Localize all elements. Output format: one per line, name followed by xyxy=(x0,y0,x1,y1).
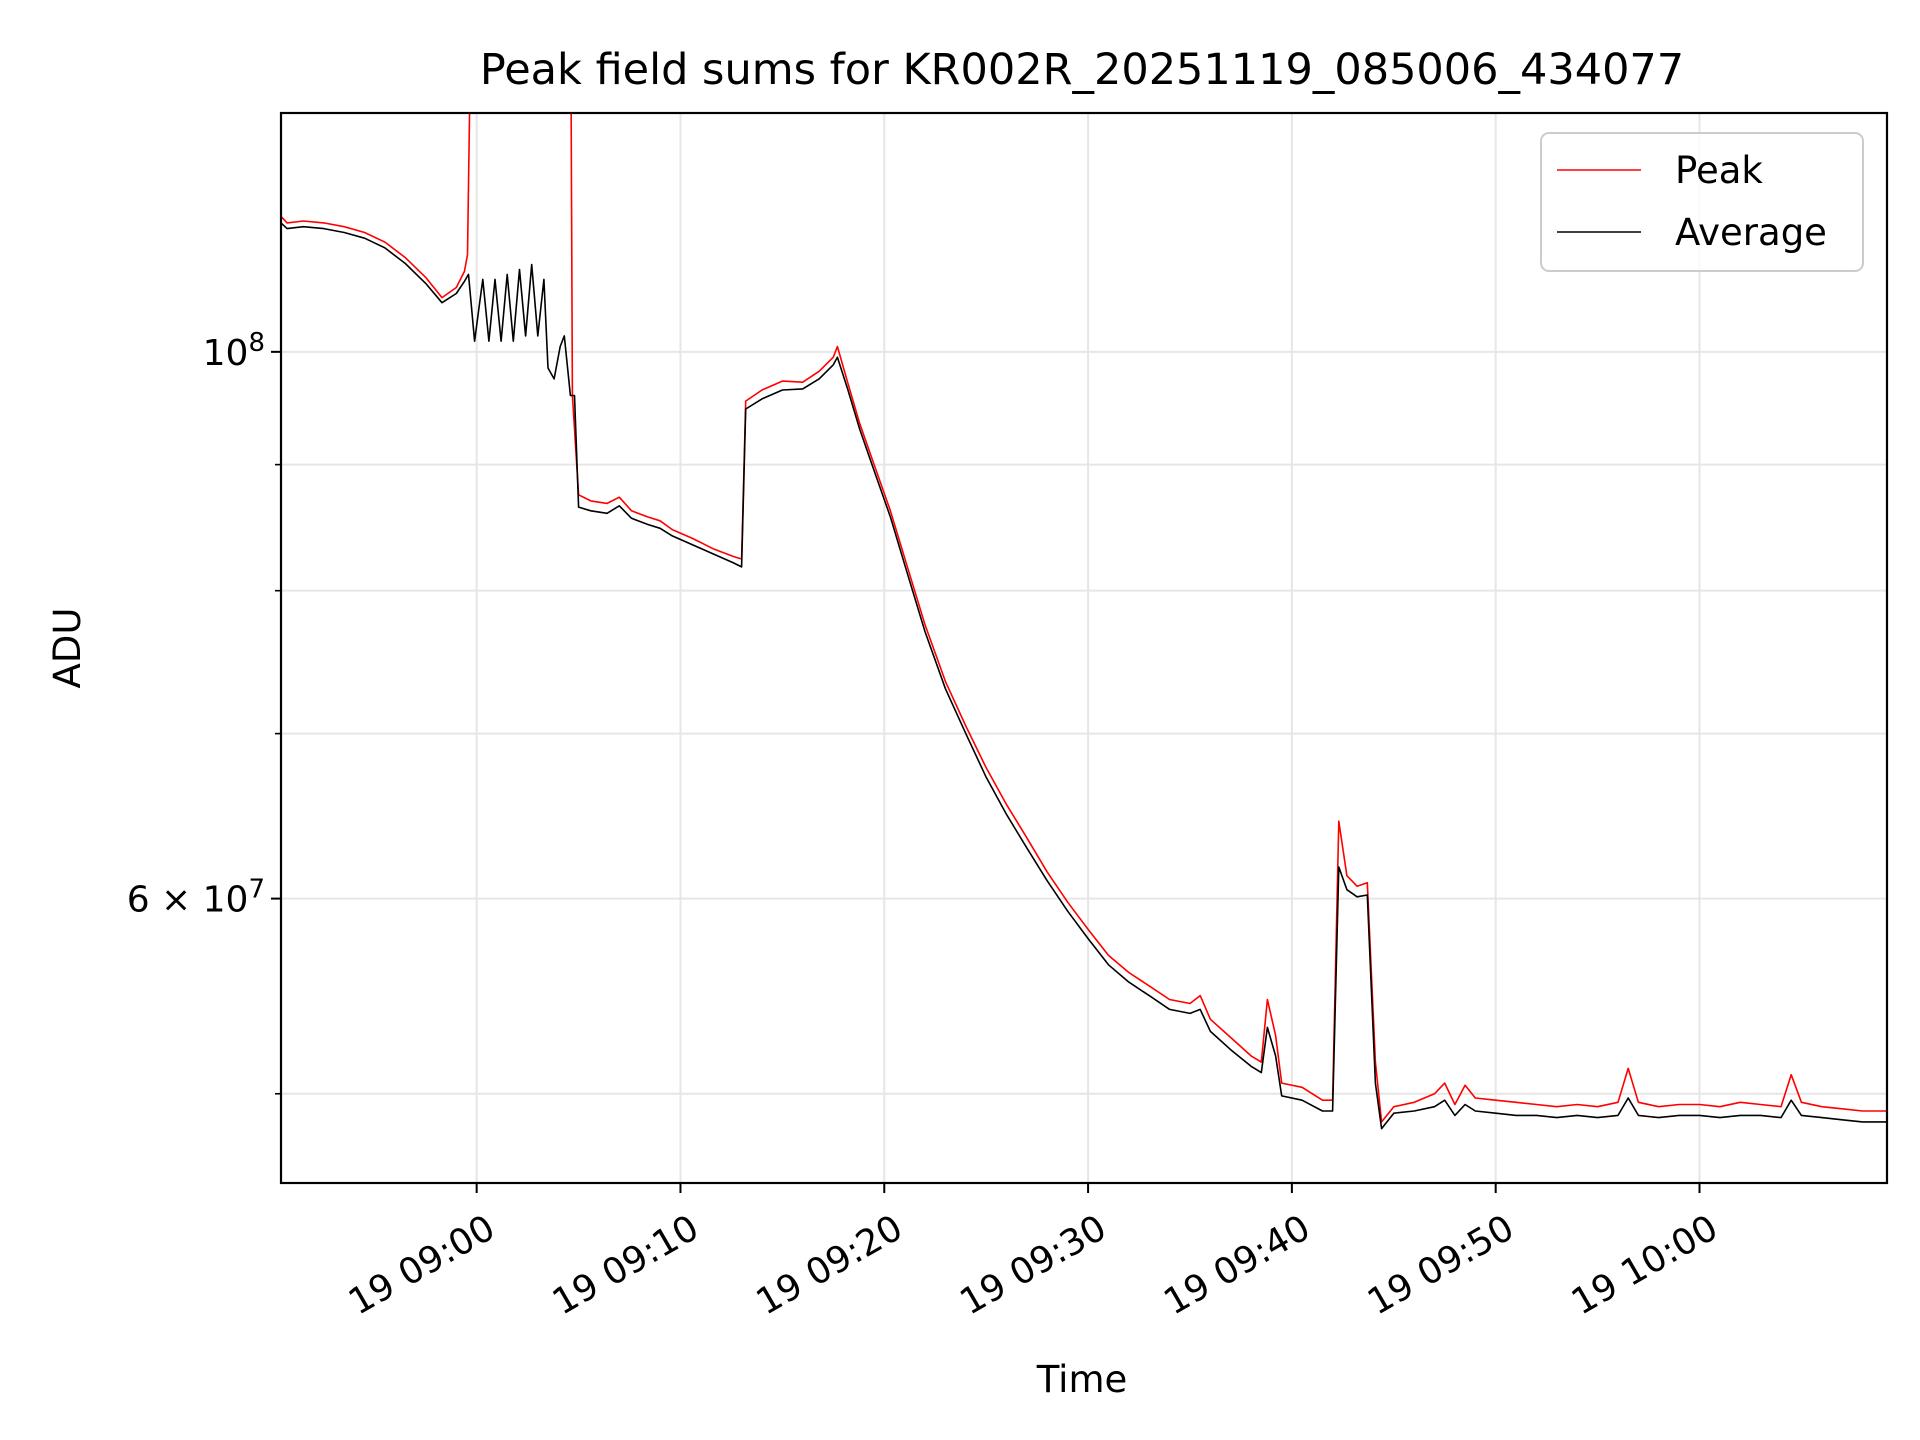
y-tick-exponent: 8 xyxy=(248,328,265,358)
x-axis-label: Time xyxy=(1036,1358,1128,1401)
y-tick-label: 108 xyxy=(203,328,265,374)
legend-average-label: Average xyxy=(1675,211,1827,254)
grid-layer xyxy=(281,113,1887,1183)
y-axis-label: ADU xyxy=(46,608,89,689)
y-tick-mantissa: 10 xyxy=(203,333,249,374)
series-line-average xyxy=(281,222,1887,1130)
y-tick-mantissa: 6 × 10 xyxy=(127,880,249,921)
legend-peak-label: Peak xyxy=(1675,149,1763,192)
chart-title: Peak field sums for KR002R_20251119_0850… xyxy=(480,45,1684,95)
legend: Peak Average xyxy=(1540,132,1864,272)
series-line-peak xyxy=(281,113,1887,1123)
y-tick-exponent: 7 xyxy=(248,875,265,905)
plot-frame xyxy=(279,111,1889,1185)
y-tick-label: 6 × 107 xyxy=(127,875,265,921)
series-layer xyxy=(281,113,1887,1130)
legend-box xyxy=(1540,132,1864,272)
y-axis: 108 6 × 107 xyxy=(127,328,281,1095)
